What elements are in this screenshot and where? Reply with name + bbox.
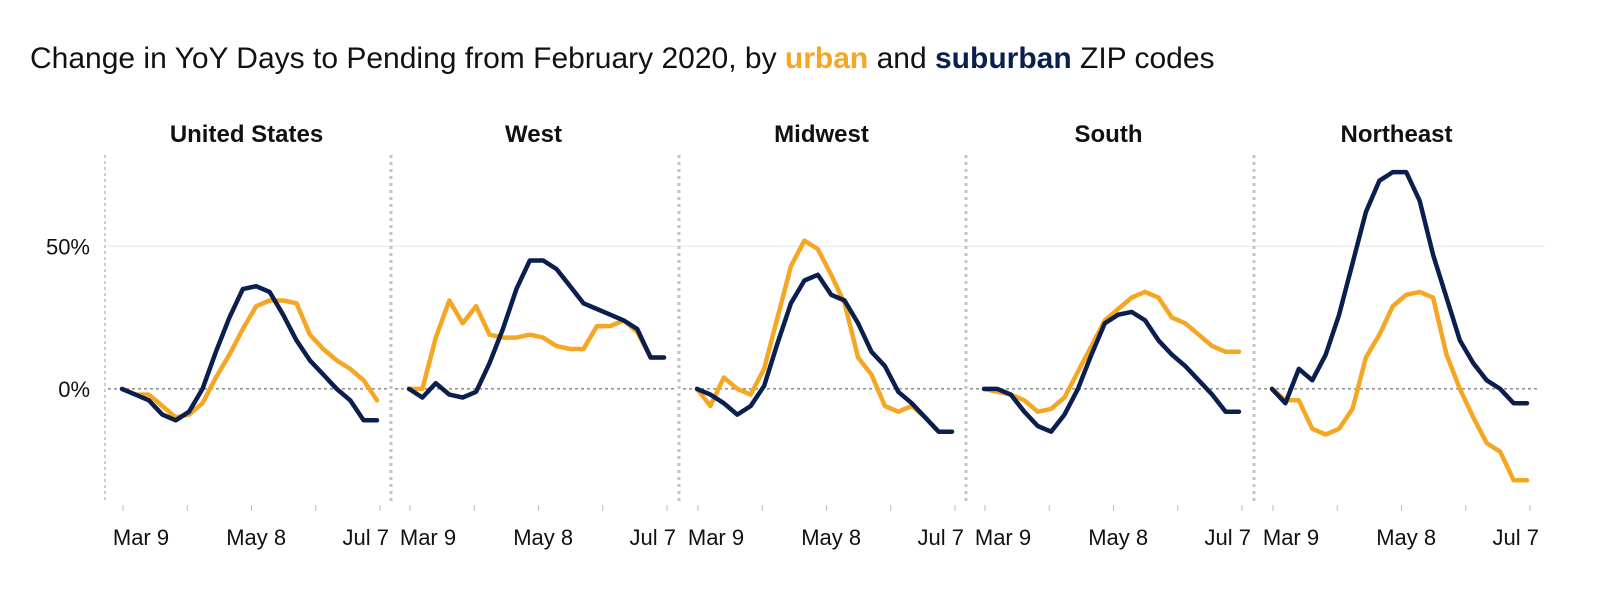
x-tick-label: Jul 7 [343,525,389,550]
title-suffix: ZIP codes [1071,42,1215,75]
series-line-suburban-united-states [119,283,380,423]
chart-title: Change in YoY Days to Pending from Febru… [30,42,1215,76]
series-line-suburban-south [981,309,1242,434]
x-tick-label: Jul 7 [1493,525,1539,550]
title-suburban-word: suburban [935,42,1072,75]
x-tick-label: Mar 9 [400,525,456,550]
y-tick-label: 50% [46,234,90,259]
title-urban-word: urban [784,42,869,75]
panel-title-south: South [1075,121,1143,148]
panel-title-northeast: Northeast [1340,121,1452,148]
x-tick-label: Mar 9 [975,525,1031,550]
x-tick-label: May 8 [226,525,286,550]
x-tick-label: May 8 [513,525,573,550]
title-prefix: Change in YoY Days to Pending from Febru… [30,42,785,75]
x-tick-label: Mar 9 [688,525,744,550]
series-line-suburban-west [406,258,667,400]
x-tick-label: May 8 [1376,525,1436,550]
series-line-urban-united-states [119,298,380,420]
x-tick-label: May 8 [801,525,861,550]
x-tick-label: Mar 9 [113,525,169,550]
series-line-urban-west [406,298,667,392]
x-tick-label: Jul 7 [918,525,964,550]
series-line-suburban-northeast [1269,169,1530,406]
x-tick-label: Jul 7 [630,525,676,550]
series-line-urban-midwest [694,238,955,434]
title-and: and [868,42,935,75]
x-tick-label: Jul 7 [1205,525,1251,550]
panel-title-midwest: Midwest [774,121,869,148]
x-tick-label: Mar 9 [1263,525,1319,550]
series-line-urban-northeast [1269,289,1530,483]
x-tick-label: May 8 [1088,525,1148,550]
panel-title-united-states: United States [170,121,323,148]
panel-title-west: West [505,121,562,148]
series-line-urban-south [981,289,1242,414]
y-tick-label: 0% [58,377,90,402]
series-line-suburban-midwest [694,272,955,434]
